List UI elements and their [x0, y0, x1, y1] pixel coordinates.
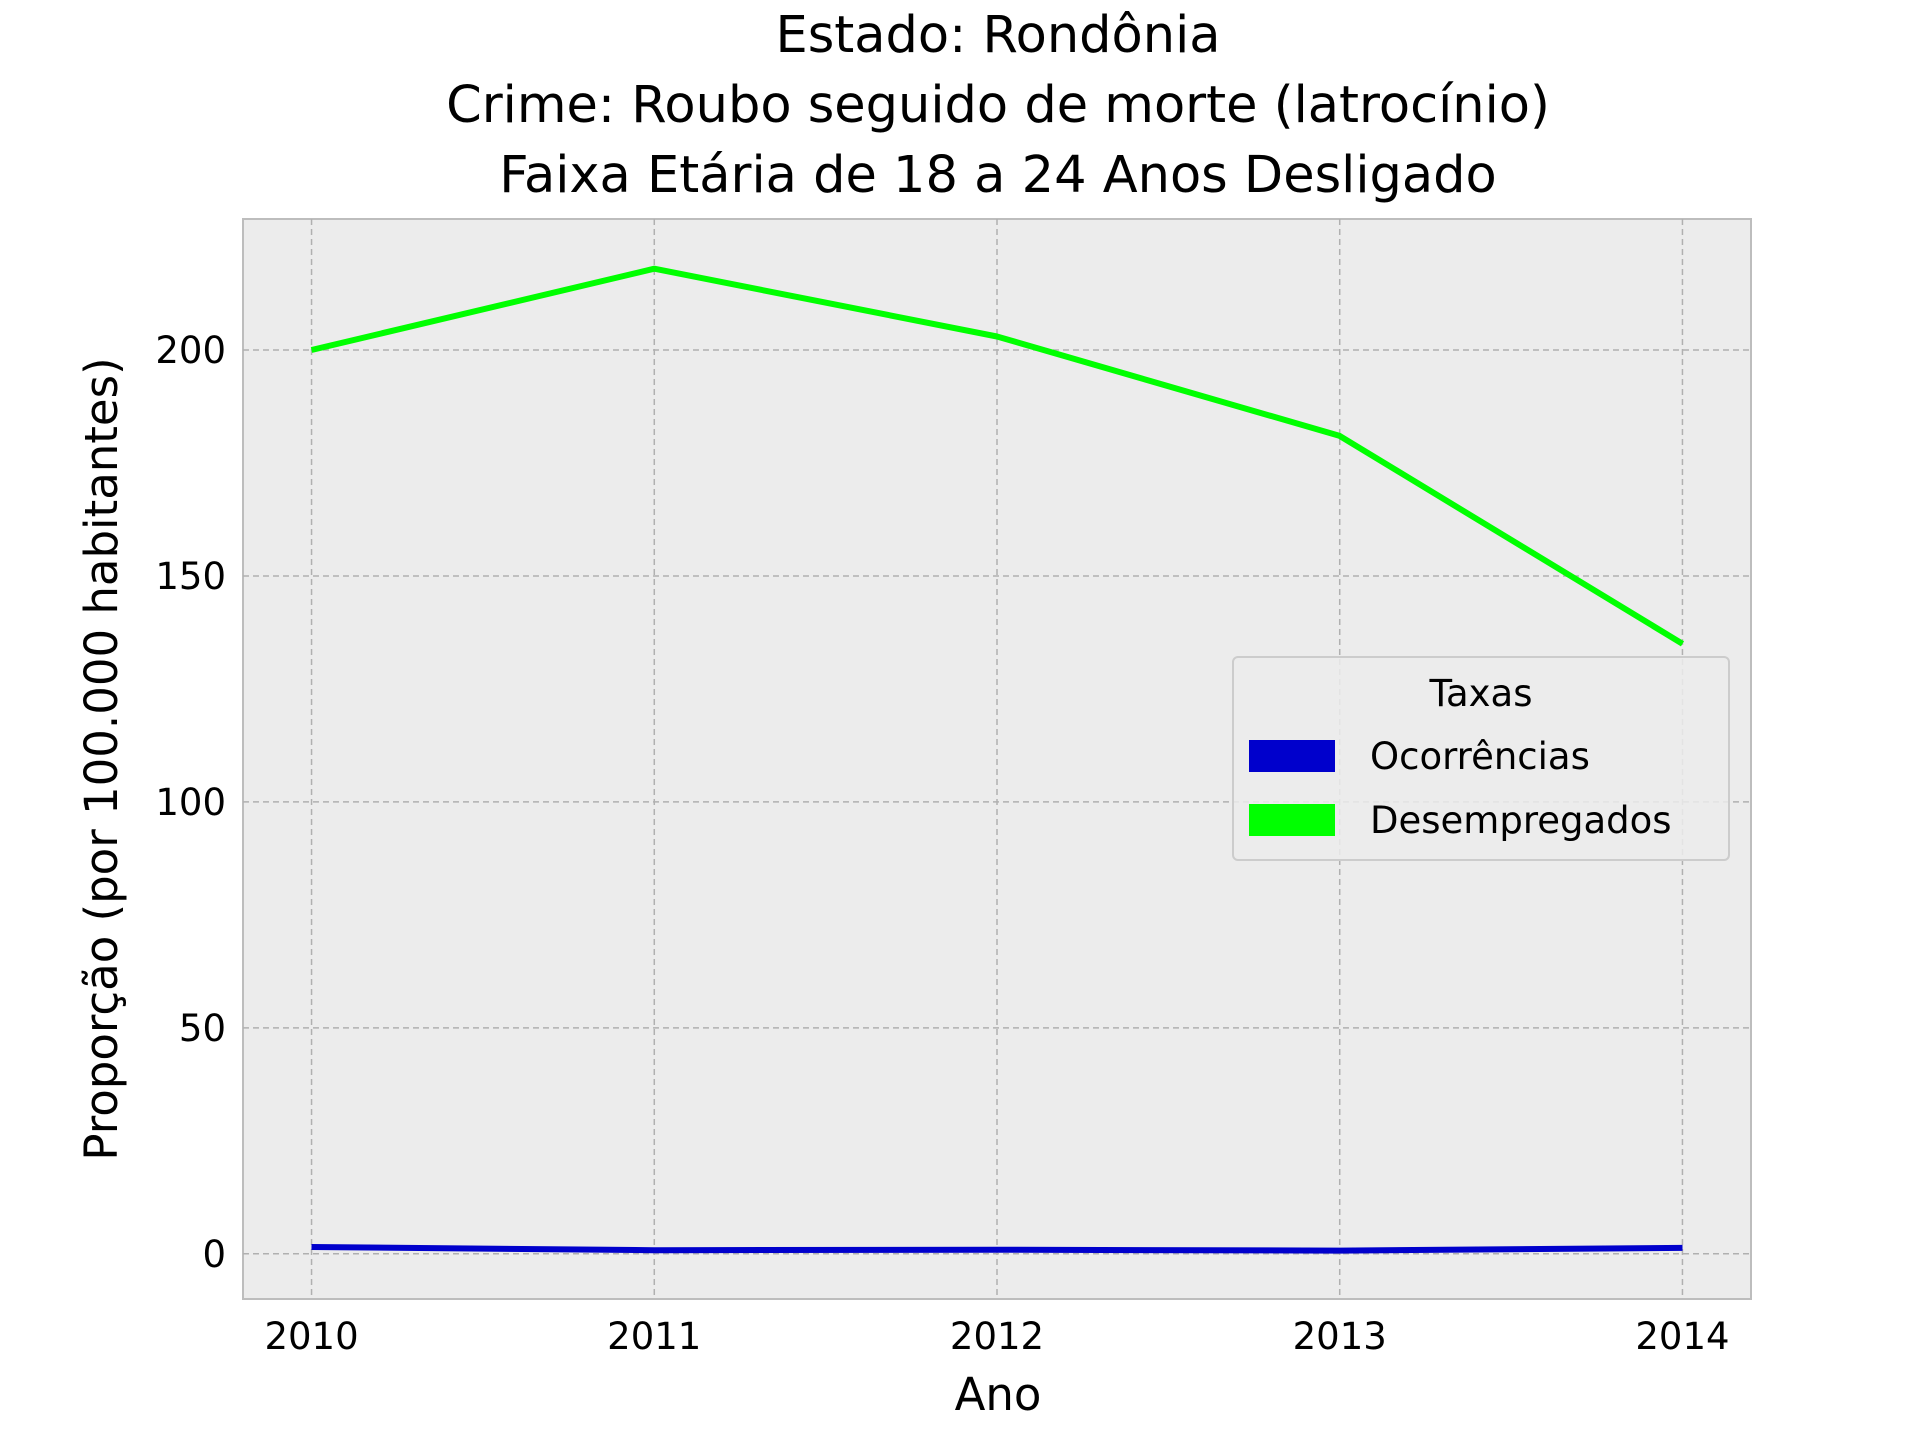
grid [243, 219, 1751, 1299]
x-tick-label: 2010 [264, 1315, 358, 1358]
series-line-ocorrencias [311, 1244, 1683, 1254]
y-axis-label: Proporção (por 100.000 habitantes) [75, 357, 128, 1160]
chart-title: Estado: Rondônia Crime: Roubo seguido de… [446, 6, 1550, 205]
x-tick-label: 2013 [1293, 1315, 1387, 1358]
y-tick-label: 0 [202, 1233, 226, 1276]
legend: Taxas Ocorrências Desempregados [1232, 656, 1730, 861]
legend-box [1232, 656, 1730, 861]
legend-label-desempregados: Desempregados [1370, 799, 1672, 842]
series-lines [310, 265, 1685, 1254]
x-tick-label: 2012 [950, 1315, 1044, 1358]
x-axis-label: Ano [955, 1368, 1042, 1421]
y-tick-label: 50 [179, 1007, 226, 1050]
legend-title: Taxas [1429, 672, 1533, 715]
x-tick-labels: 2010 2011 2012 2013 2014 [264, 1315, 1729, 1358]
title-line-3: Faixa Etária de 18 a 24 Anos Desligado [499, 146, 1496, 205]
x-tick-label: 2014 [1635, 1315, 1729, 1358]
legend-label-ocorrencias: Ocorrências [1370, 735, 1590, 778]
legend-swatch-ocorrencias [1249, 740, 1335, 772]
y-tick-label: 200 [155, 329, 226, 372]
legend-swatch-desempregados [1249, 804, 1335, 836]
y-tick-labels: 0 50 100 150 200 [155, 329, 226, 1276]
title-line-2: Crime: Roubo seguido de morte (latrocíni… [446, 76, 1550, 135]
y-tick-label: 100 [155, 781, 226, 824]
title-line-1: Estado: Rondônia [775, 6, 1220, 65]
y-tick-label: 150 [155, 555, 226, 598]
x-tick-label: 2011 [607, 1315, 701, 1358]
